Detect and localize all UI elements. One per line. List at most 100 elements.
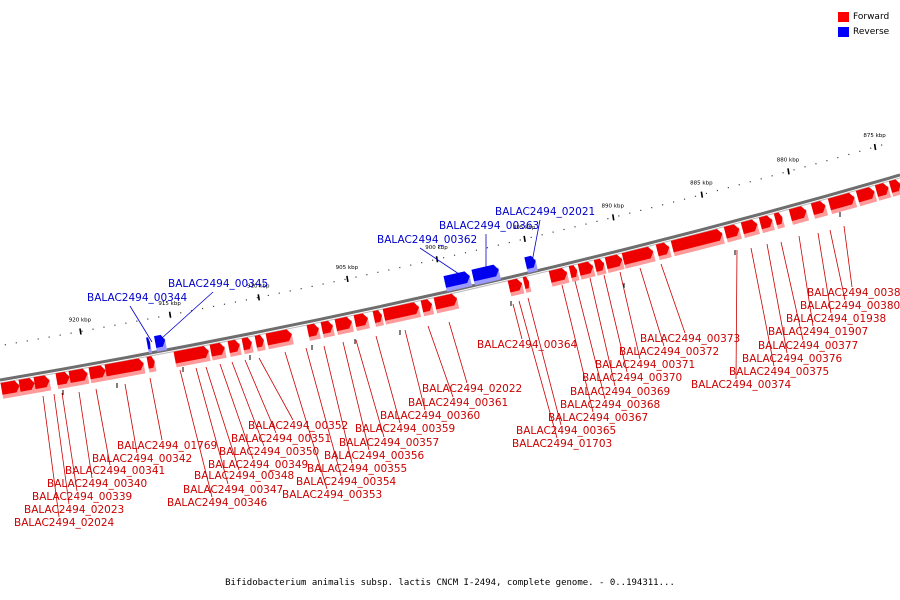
forward-gene-label: BALAC2494_00373: [640, 333, 740, 345]
scale-dot: [870, 147, 872, 149]
forward-gene: [433, 293, 460, 314]
reverse-swatch: [838, 26, 849, 37]
forward-gene: [382, 302, 422, 325]
scale-dot: [300, 288, 302, 290]
leader-line: [660, 263, 686, 334]
scale-dot: [607, 218, 609, 220]
leader-line: [574, 280, 606, 400]
leader-line: [53, 393, 70, 505]
leader-line: [219, 363, 254, 460]
scale-dot: [826, 160, 828, 162]
forward-gene-label: BALAC2494_00356: [324, 450, 425, 462]
forward-gene: [254, 334, 266, 352]
gene-body: [577, 261, 594, 276]
scale-dot: [399, 266, 401, 269]
leader-line: [78, 391, 93, 479]
gene-body: [855, 187, 875, 203]
forward-gene: [88, 365, 108, 384]
forward-gene: [265, 329, 294, 350]
scale-dot: [289, 290, 291, 292]
scale-dot: [180, 312, 182, 314]
forward-gene-label: BALAC2494_00377: [758, 340, 858, 352]
forward-gene-label: BALAC2494_01907: [768, 326, 868, 338]
leader-line: [780, 241, 804, 341]
scale-dot: [421, 262, 423, 264]
scale-dot: [530, 236, 532, 238]
forward-gene: [146, 355, 157, 373]
gene-body: [320, 320, 333, 335]
scale-label: 880 kbp: [777, 157, 800, 163]
forward-gene-label: BALAC2494_02023: [24, 504, 124, 516]
forward-gene: [104, 358, 146, 381]
gene-track: [0, 179, 900, 399]
scale-dot: [738, 184, 740, 186]
forward-gene: [353, 313, 370, 331]
scale-dot: [333, 281, 335, 283]
scale-dot: [683, 198, 686, 200]
forward-gene-label: BALAC2494_01703: [512, 438, 612, 450]
scale-dot: [256, 297, 258, 299]
scale-dot: [147, 318, 149, 320]
forward-gene: [522, 276, 532, 293]
scale-dot: [344, 278, 346, 281]
scale-dot: [201, 307, 204, 310]
scale-dot: [508, 241, 510, 244]
forward-gene-label: BALAC2494_00381: [807, 287, 900, 299]
scale-dot: [234, 301, 237, 303]
scale-dot: [552, 231, 554, 233]
scale-tick: [700, 191, 704, 198]
leader-line: [798, 235, 814, 327]
leader-line: [404, 329, 426, 411]
gene-labels: BALAC2494_02021 BALAC2494_00363 BALAC2494_…: [14, 206, 900, 529]
leader-line: [603, 274, 628, 373]
scale-label: 900 kbp: [425, 245, 448, 251]
gene-body: [55, 371, 70, 386]
scale-dot: [760, 178, 762, 180]
leader-line: [284, 351, 328, 490]
forward-gene-label: BALAC2494_00371: [595, 359, 695, 371]
scale-dot: [322, 283, 324, 285]
forward-gene: [655, 242, 672, 261]
forward-gene: [173, 345, 211, 368]
scale-dot: [705, 192, 708, 195]
forward-gene-label: BALAC2494_00340: [47, 478, 147, 490]
leader-line: [205, 366, 240, 471]
leader-line: [129, 305, 153, 343]
scale-dot: [355, 276, 357, 278]
leader-line: [375, 335, 401, 424]
scale-dot: [497, 244, 499, 246]
gene-body: [773, 212, 783, 226]
scale-label: 910 kbp: [247, 283, 270, 289]
scale-dot: [366, 274, 368, 276]
gene-body: [758, 215, 773, 230]
gene-body: [173, 345, 209, 364]
reverse-gene-label: BALAC2494_00362: [377, 234, 477, 246]
scale-dot: [4, 344, 6, 346]
leader-line: [231, 361, 265, 447]
forward-gene: [874, 183, 892, 201]
scale-dot: [815, 163, 817, 165]
scale-dot: [662, 204, 664, 206]
scale-tick: [787, 168, 790, 175]
scale-label: 895 kbp: [513, 225, 536, 231]
legend-reverse-label: Reverse: [853, 26, 890, 37]
forward-gene-label: BALAC2494_00347: [183, 484, 283, 496]
axis-shadow: [0, 177, 900, 384]
scale-label: 920 kbp: [69, 317, 92, 323]
gene-body: [334, 316, 352, 332]
scale-dot: [70, 332, 72, 334]
gene-body: [33, 375, 50, 390]
scale-dot: [618, 215, 620, 217]
forward-gene: [33, 375, 52, 394]
gene-body: [788, 206, 807, 222]
scale-dot: [245, 299, 248, 301]
gene-body: [548, 267, 568, 283]
leader-line: [829, 229, 846, 301]
forward-gene: [888, 179, 900, 197]
scale-dot: [37, 338, 39, 340]
scale-label: 905 kbp: [336, 265, 359, 271]
forward-gene: [18, 377, 37, 396]
scale-dot: [727, 187, 729, 189]
scale-dot: [453, 254, 456, 256]
